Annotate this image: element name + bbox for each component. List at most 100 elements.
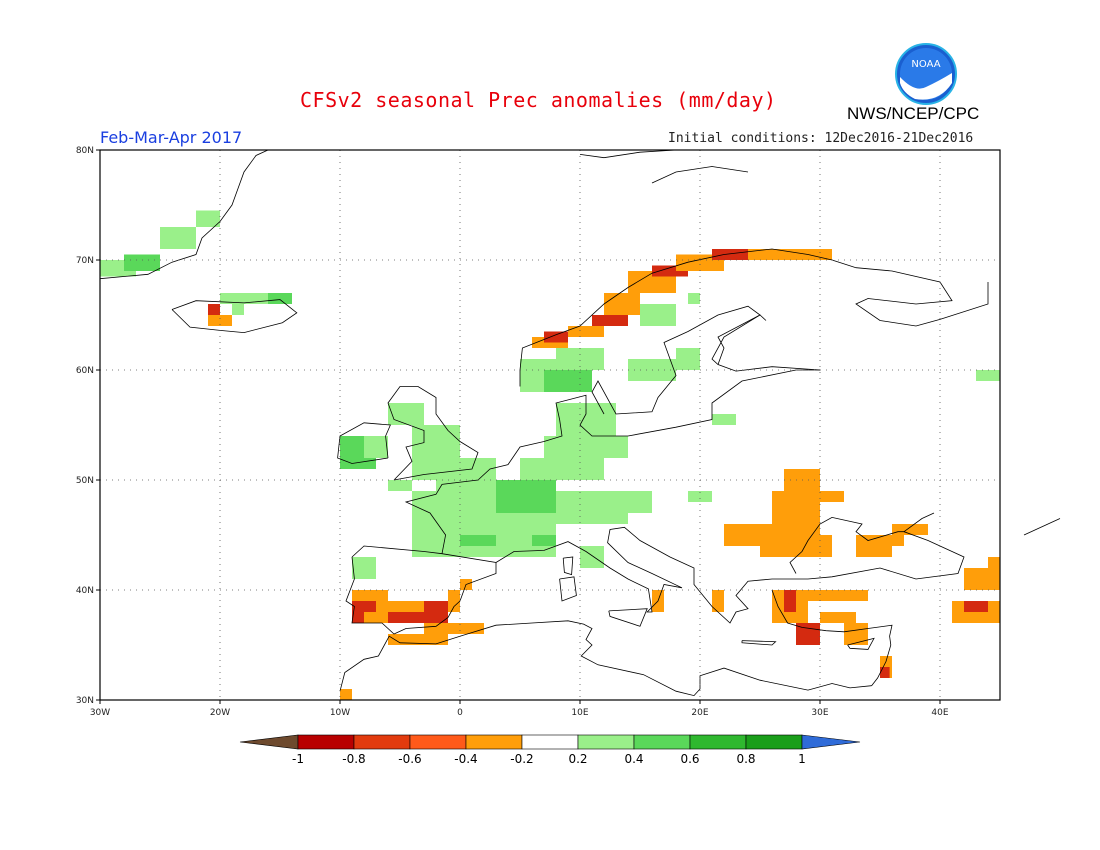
graticule: [100, 150, 1000, 700]
anomaly-cell: [220, 293, 292, 304]
coastline-segment: [717, 314, 767, 365]
anomaly-cell: [448, 590, 460, 612]
anomaly-cell: [796, 623, 820, 645]
anomaly-cells: [100, 210, 1000, 700]
coastline-segment: [171, 299, 298, 334]
anomaly-cell: [196, 210, 220, 227]
colorbar: -1 -0.8 -0.6 -0.4 -0.2 0.2 0.4 0.6 0.8 1: [239, 734, 861, 766]
anomaly-cell: [724, 524, 784, 546]
lat-tick-label: 60N: [76, 366, 94, 376]
colorbar-segment: [297, 734, 355, 750]
colorbar-label: -0.2: [510, 752, 533, 766]
anomaly-cell: [568, 326, 604, 337]
anomaly-cell: [604, 293, 640, 315]
coastline-segment: [519, 248, 833, 387]
coastline-segment: [651, 166, 749, 184]
anomaly-cell: [772, 491, 820, 535]
logo-text: NOAA: [911, 59, 940, 70]
anomaly-cell: [844, 623, 868, 645]
coastline-segment: [99, 149, 269, 280]
anomaly-cell: [688, 293, 700, 304]
coastline-segment: [345, 545, 497, 635]
anomaly-cell: [688, 491, 712, 502]
anomaly-cell: [124, 254, 160, 271]
colorbar-segment: [353, 734, 411, 750]
colorbar-segment: [745, 734, 803, 750]
anomaly-cell: [652, 265, 688, 277]
noaa-logo: NOAA: [895, 43, 957, 105]
coastline-segment: [495, 516, 965, 624]
anomaly-cell: [748, 249, 832, 260]
initial-conditions: Initial conditions: 12Dec2016-21Dec2016: [668, 131, 974, 146]
anomaly-cell: [496, 480, 556, 513]
anomaly-cell: [340, 689, 352, 700]
coastline-segment: [847, 637, 875, 650]
anomaly-cell: [604, 491, 652, 513]
colorbar-segment: [521, 734, 579, 750]
colorbar-label: 1: [798, 752, 806, 766]
anomaly-cell: [376, 601, 424, 612]
anomaly-cell: [892, 535, 904, 546]
anomaly-cell: [208, 315, 232, 326]
anomaly-cell: [580, 546, 604, 568]
lon-tick-label: 10E: [571, 708, 588, 718]
colorbar-label: -0.4: [454, 752, 477, 766]
lon-tick-label: 40E: [931, 708, 948, 718]
colorbar-label: 0.2: [568, 752, 587, 766]
lon-tick-label: 20E: [691, 708, 708, 718]
coastlines: [99, 149, 1061, 697]
anomaly-cell: [592, 315, 628, 326]
anomaly-cell: [712, 249, 748, 260]
forecast-period: Feb-Mar-Apr 2017: [100, 128, 243, 147]
anomaly-cell: [208, 304, 220, 315]
anomaly-cell: [412, 469, 448, 480]
coastline-segment: [771, 589, 893, 686]
coastline-segment: [1023, 518, 1061, 536]
colorbar-label: -0.8: [342, 752, 365, 766]
colorbar-label: -0.6: [398, 752, 421, 766]
anomaly-cell: [364, 612, 388, 623]
colorbar-label: 0.8: [736, 752, 755, 766]
coastline-segment: [903, 512, 935, 533]
anomaly-cell: [544, 370, 592, 392]
colorbar-label: 0.4: [624, 752, 643, 766]
colorbar-segment: [689, 734, 747, 750]
anomaly-cell: [232, 304, 244, 315]
colorbar-segment: [465, 734, 523, 750]
lon-tick-label: 10W: [330, 708, 350, 718]
lat-tick-label: 40N: [76, 586, 94, 596]
lon-tick-label: 30E: [811, 708, 828, 718]
anomaly-cell: [676, 348, 700, 370]
anomaly-cell: [856, 535, 892, 557]
anomaly-cell: [892, 524, 928, 535]
colorbar-label: 0.6: [680, 752, 699, 766]
lat-tick-label: 80N: [76, 146, 94, 156]
lat-tick-label: 30N: [76, 696, 94, 706]
anomaly-cell: [640, 304, 676, 326]
coastline-segment: [404, 369, 820, 554]
anomaly-cell: [964, 601, 988, 612]
lat-tick-label: 70N: [76, 256, 94, 266]
colorbar-arrow-left: [239, 734, 299, 750]
anomaly-cell: [364, 436, 388, 458]
anomaly-cell: [520, 458, 604, 480]
anomaly-cell: [160, 227, 196, 249]
map-frame: [99, 149, 1001, 701]
anomaly-cell: [556, 348, 604, 370]
agency-label: NWS/NCEP/CPC: [847, 104, 980, 123]
axis-ticks: 30W 20W 10W 0 10E 20E 30E 40E 80N 70N 60N 50N 40N 30N: [76, 146, 949, 718]
anomaly-cell: [352, 557, 376, 579]
anomaly-cell: [400, 634, 448, 645]
anomaly-cell: [388, 480, 412, 491]
coastline-segment: [559, 576, 577, 602]
coastline-segment: [337, 422, 391, 464]
coastline-segment: [387, 386, 479, 481]
anomaly-cell: [808, 590, 868, 601]
anomaly-cell: [712, 590, 724, 612]
coastline-segment: [608, 608, 648, 627]
coastline-segment: [579, 149, 677, 159]
anomaly-cell: [388, 403, 424, 425]
anomaly-cell: [352, 590, 388, 601]
anomaly-cell: [544, 436, 628, 458]
